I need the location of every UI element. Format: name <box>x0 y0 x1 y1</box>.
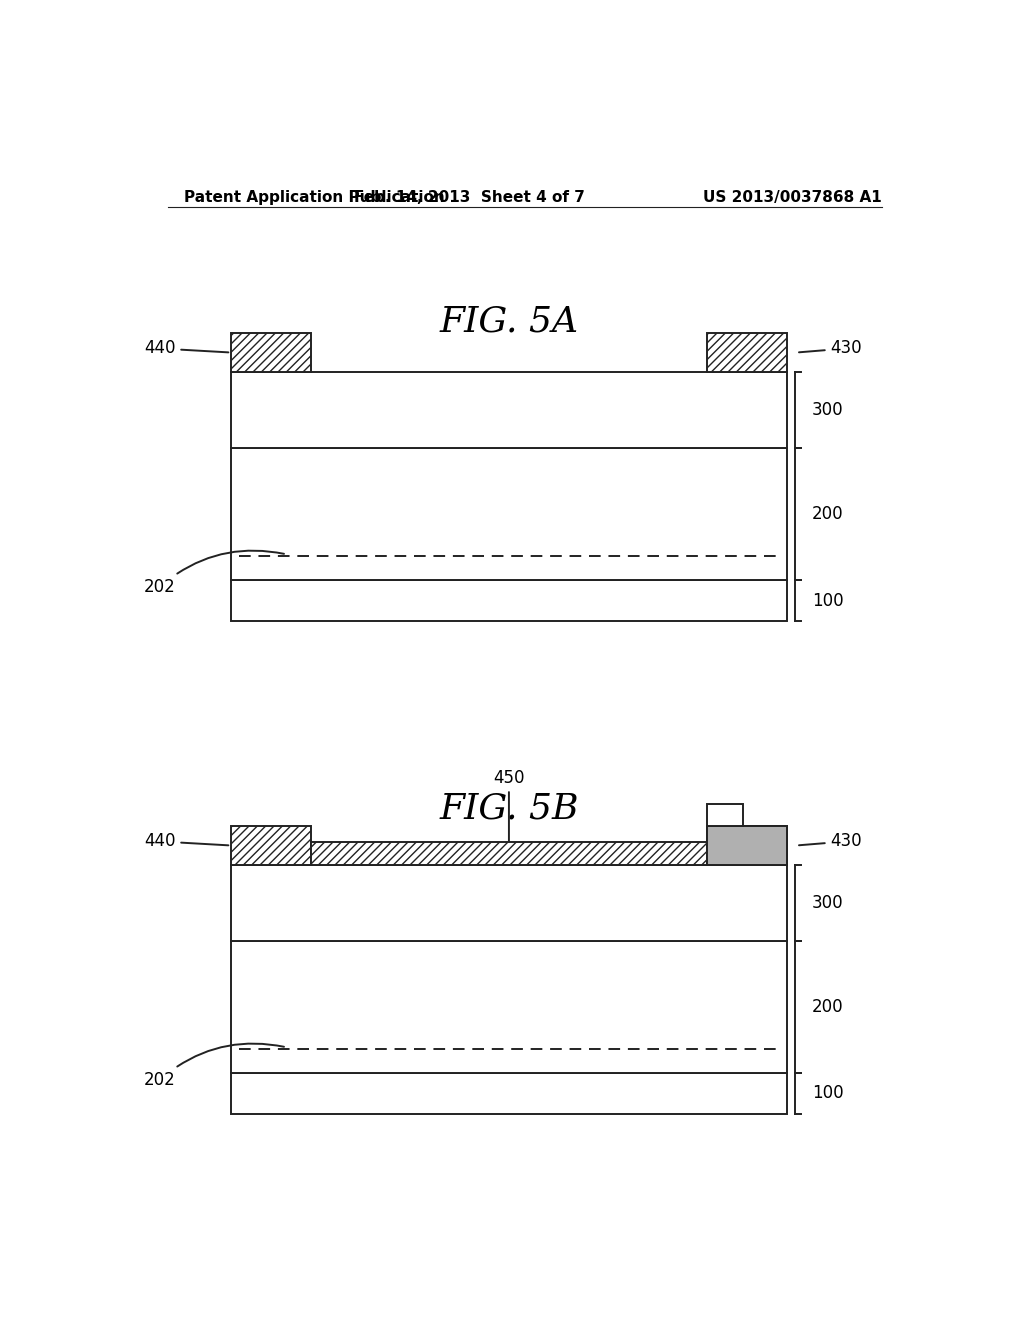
Text: 300: 300 <box>812 894 844 912</box>
Text: 430: 430 <box>799 339 862 358</box>
Bar <box>708 826 786 865</box>
Text: 100: 100 <box>812 591 844 610</box>
Bar <box>231 1073 786 1114</box>
Text: FIG. 5B: FIG. 5B <box>439 792 579 826</box>
Text: US 2013/0037868 A1: US 2013/0037868 A1 <box>703 190 882 205</box>
Bar <box>708 826 786 865</box>
Bar <box>310 842 708 865</box>
Text: 202: 202 <box>143 550 284 595</box>
Text: 440: 440 <box>144 833 228 850</box>
Text: 300: 300 <box>812 401 844 418</box>
Text: 450: 450 <box>494 768 524 843</box>
Text: 202: 202 <box>143 1044 284 1089</box>
Text: 200: 200 <box>812 998 844 1016</box>
Bar <box>231 333 310 372</box>
Bar <box>231 372 786 447</box>
Text: FIG. 5A: FIG. 5A <box>439 304 579 338</box>
Bar <box>708 333 786 372</box>
Text: Patent Application Publication: Patent Application Publication <box>183 190 444 205</box>
Text: Feb. 14, 2013  Sheet 4 of 7: Feb. 14, 2013 Sheet 4 of 7 <box>354 190 585 205</box>
Bar <box>708 804 743 826</box>
Bar <box>231 447 786 581</box>
Text: 100: 100 <box>812 1085 844 1102</box>
Text: 430: 430 <box>799 833 862 850</box>
Bar <box>231 865 786 941</box>
Text: 200: 200 <box>812 506 844 523</box>
Text: 440: 440 <box>144 339 228 358</box>
Bar <box>231 826 310 865</box>
Bar <box>231 941 786 1073</box>
Bar <box>231 581 786 620</box>
